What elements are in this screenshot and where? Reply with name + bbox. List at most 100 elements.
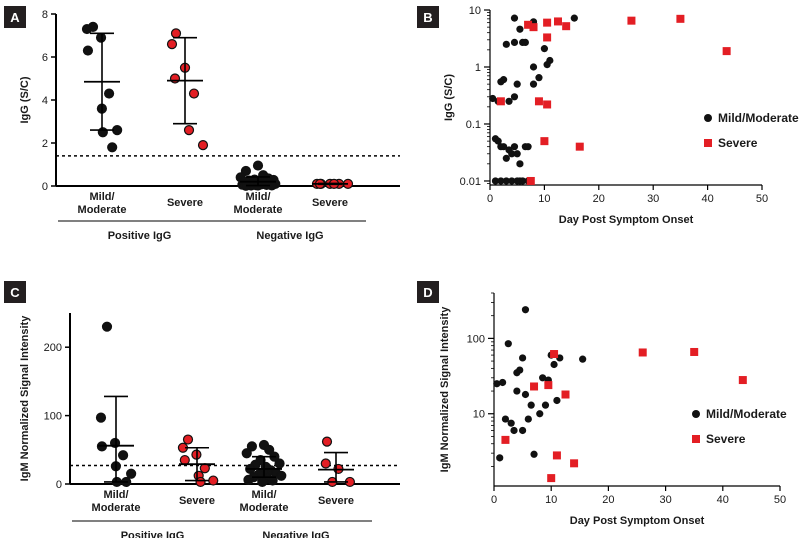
data-point-mild <box>504 340 512 348</box>
panel-label: C <box>10 285 20 300</box>
category-label: Severe <box>179 495 215 507</box>
data-point-mild <box>505 97 513 105</box>
data-point <box>320 458 331 469</box>
data-point <box>274 458 285 469</box>
x-tick-label: 30 <box>659 494 671 506</box>
data-point <box>95 412 107 423</box>
x-tick-label: 30 <box>647 193 659 205</box>
data-point-mild <box>501 415 510 423</box>
y-tick-label: 200 <box>44 342 62 354</box>
category-label: Severe <box>312 197 348 209</box>
y-tick-label: 8 <box>42 9 48 21</box>
data-point-mild <box>513 387 521 395</box>
data-point-mild <box>493 380 501 388</box>
y-tick-label: 2 <box>42 138 48 150</box>
data-point-mild <box>500 143 508 151</box>
data-point <box>183 125 195 136</box>
data-point-mild <box>516 366 524 374</box>
panel-B: B 0.01 0.1 1 10 0 10 20 30 40 50 Day Post Symptom O… <box>417 5 799 226</box>
data-point-mild <box>496 454 504 462</box>
data-point <box>264 444 275 455</box>
y-tick-label: 0 <box>42 181 48 193</box>
x-tick-label: 20 <box>593 193 605 205</box>
data-point-severe <box>627 16 636 25</box>
data-point <box>240 165 252 177</box>
data-point-mild <box>535 74 543 82</box>
data-point <box>199 463 210 474</box>
x-tick-label: 10 <box>538 193 550 205</box>
data-point <box>126 468 137 479</box>
data-point <box>169 73 181 84</box>
data-point-mild <box>516 160 524 168</box>
data-point-mild <box>510 426 518 435</box>
group-label: Negative IgG <box>256 230 323 242</box>
data-point-mild <box>513 80 521 88</box>
data-point-mild <box>570 14 578 22</box>
category-label: Mild/ <box>89 191 114 203</box>
data-point <box>101 321 113 332</box>
data-point-mild <box>494 137 502 145</box>
data-point-severe <box>543 33 552 42</box>
y-tick-label: 100 <box>44 411 62 423</box>
data-point-severe <box>543 100 552 109</box>
data-point-mild <box>524 415 532 423</box>
y-tick-label: 6 <box>42 52 48 64</box>
data-point <box>195 476 206 488</box>
data-point-mild <box>508 177 516 185</box>
data-point <box>197 140 209 151</box>
category-label: Moderate <box>234 204 283 216</box>
data-point-mild <box>507 419 515 427</box>
data-point-mild <box>519 354 527 362</box>
y-tick-label: 10 <box>473 409 485 421</box>
data-point-mild <box>524 143 532 151</box>
data-point <box>170 28 182 39</box>
x-tick-label: 0 <box>487 193 493 205</box>
y-axis-label: IgM Normalized Signal Intensity <box>19 315 31 482</box>
data-point <box>267 475 278 486</box>
data-point-severe <box>552 451 561 460</box>
data-point <box>179 454 190 466</box>
legend-marker-mild <box>704 114 712 122</box>
data-point-severe <box>540 137 549 146</box>
legend-marker-severe <box>704 139 712 147</box>
data-point <box>241 448 252 459</box>
data-point-severe <box>575 142 584 151</box>
panel-label: D <box>423 285 432 300</box>
data-point-mild <box>529 80 538 88</box>
legend-label: Severe <box>718 136 758 150</box>
data-point-severe <box>544 381 553 390</box>
data-point <box>81 23 93 35</box>
data-point <box>208 475 219 486</box>
panel-label: A <box>10 10 20 25</box>
data-point-severe <box>676 14 685 23</box>
data-point <box>276 470 287 481</box>
panel-D: D 10 100 0 10 20 30 40 50 Day Post Symptom Onset I… <box>417 281 787 527</box>
data-point-mild <box>579 355 587 363</box>
category-label: Severe <box>318 495 354 507</box>
data-point-severe <box>570 459 579 468</box>
data-point-severe <box>738 376 747 385</box>
data-point-severe <box>547 474 556 483</box>
data-point <box>321 436 333 447</box>
panel-C: C 0 100 200 IgM Normalized Signal Intensity M… <box>4 281 400 538</box>
data-point-mild <box>513 150 521 158</box>
panel-label-box <box>4 281 26 303</box>
data-point-mild <box>536 410 544 418</box>
data-point-mild <box>502 154 510 162</box>
panel-label-box <box>417 6 439 28</box>
data-point-mild <box>510 14 519 22</box>
data-point-mild <box>521 38 529 47</box>
x-axis-label: Day Post Symptom Onset <box>570 515 705 527</box>
category-label: Moderate <box>92 502 141 514</box>
data-point-mild <box>540 45 549 53</box>
data-point-mild <box>521 306 530 314</box>
data-point-severe <box>638 348 647 357</box>
data-point <box>188 88 200 99</box>
category-label: Mild/ <box>103 489 128 501</box>
data-point-mild <box>550 360 558 369</box>
y-tick-label: 4 <box>42 95 48 107</box>
legend-label: Mild/Moderate <box>718 111 799 125</box>
data-point <box>117 450 129 461</box>
data-point-mild <box>553 396 561 405</box>
